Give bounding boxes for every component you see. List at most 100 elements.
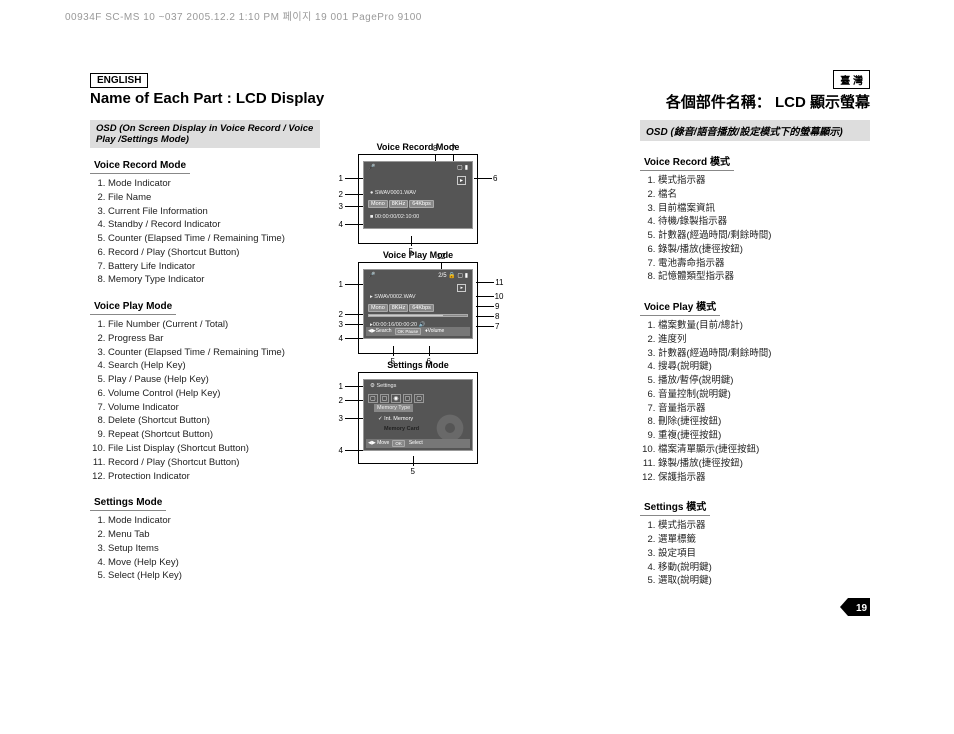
pill-khz: 8KHz bbox=[389, 200, 408, 208]
li: Progress Bar bbox=[108, 332, 320, 346]
list-st-en: Mode Indicator Menu Tab Setup Items Move… bbox=[90, 514, 320, 583]
title-zh: 各個部件名稱： LCD 顯示螢幕 bbox=[666, 91, 870, 112]
col-figures: Voice Record Mode 1 2 3 4 5 6 7 8 🎤 ▢▮ ▸ bbox=[328, 120, 508, 596]
li: 音量控制(說明鍵) bbox=[658, 388, 870, 402]
li: File List Display (Shortcut Button) bbox=[108, 442, 320, 456]
fig-label-st: Settings Mode bbox=[328, 360, 508, 370]
fig-st: 1 2 3 4 5 ⚙ Settings ▢▢◉▢▢ Memory Type ✓… bbox=[341, 372, 496, 464]
li: 選單標籤 bbox=[658, 533, 870, 547]
li: 播放/暫停(說明鍵) bbox=[658, 374, 870, 388]
li: 待機/錄製指示器 bbox=[658, 215, 870, 229]
mic-icon: 🎤 bbox=[368, 272, 375, 279]
list-vp-zh: 檔案數量(目前/總計) 進度列 計數器(經過時間/剩餘時間) 搜尋(說明鍵) 播… bbox=[640, 319, 870, 484]
col-chinese: OSD (錄音/語音播放/設定模式下的螢幕顯示) Voice Record 模式… bbox=[640, 120, 870, 596]
header-right: 臺 灣 各個部件名稱： LCD 顯示螢幕 bbox=[666, 70, 870, 112]
li: 音量指示器 bbox=[658, 402, 870, 416]
pill-mono: Mono bbox=[368, 200, 388, 208]
li: Select (Help Key) bbox=[108, 569, 320, 583]
li: 目前檔案資訊 bbox=[658, 202, 870, 216]
li: 進度列 bbox=[658, 333, 870, 347]
header-left: ENGLISH Name of Each Part : LCD Display bbox=[90, 70, 324, 107]
li: 錄製/播放(捷徑按鈕) bbox=[658, 457, 870, 471]
lock-icon: 🔒 bbox=[448, 273, 455, 279]
lang-badge-en: ENGLISH bbox=[90, 73, 148, 88]
lcd-vp: 🎤 2/5 🔒 ▢ ▮ ▸ ▸ SWAV0002.WAV Mono8KHz64K… bbox=[363, 269, 473, 339]
list-vr-en: Mode Indicator File Name Current File In… bbox=[90, 177, 320, 287]
li: Battery Life Indicator bbox=[108, 260, 320, 274]
li: File Name bbox=[108, 191, 320, 205]
print-meta-header: 00934F SC-MS 10 ~037 2005.12.2 1:10 PM 페… bbox=[65, 8, 422, 23]
columns: OSD (On Screen Display in Voice Record /… bbox=[90, 120, 870, 596]
li: Play / Pause (Help Key) bbox=[108, 373, 320, 387]
title-en: Name of Each Part : LCD Display bbox=[90, 90, 324, 107]
li: Move (Help Key) bbox=[108, 556, 320, 570]
lang-badge-zh: 臺 灣 bbox=[833, 70, 870, 89]
li: Volume Control (Help Key) bbox=[108, 387, 320, 401]
li: Mode Indicator bbox=[108, 177, 320, 191]
li: 計數器(經過時間/剩餘時間) bbox=[658, 229, 870, 243]
mode-heading-vp-en: Voice Play Mode bbox=[90, 299, 176, 315]
li: 移動(說明鍵) bbox=[658, 561, 870, 575]
play-icon: ▸ bbox=[457, 176, 466, 185]
li: Current File Information bbox=[108, 205, 320, 219]
page-content: ENGLISH Name of Each Part : LCD Display … bbox=[90, 70, 870, 596]
header-row: ENGLISH Name of Each Part : LCD Display … bbox=[90, 70, 870, 112]
li: Record / Play (Shortcut Button) bbox=[108, 456, 320, 470]
li: Delete (Shortcut Button) bbox=[108, 414, 320, 428]
mode-heading-vr-zh: Voice Record 模式 bbox=[640, 151, 734, 171]
gear-icon: ⚙ bbox=[370, 383, 375, 389]
li: 重複(捷徑按鈕) bbox=[658, 429, 870, 443]
li: Menu Tab bbox=[108, 528, 320, 542]
li: Protection Indicator bbox=[108, 470, 320, 484]
mode-heading-st-en: Settings Mode bbox=[90, 495, 166, 511]
li: Search (Help Key) bbox=[108, 359, 320, 373]
li: 檔名 bbox=[658, 188, 870, 202]
list-vr-zh: 模式指示器 檔名 目前檔案資訊 待機/錄製指示器 計數器(經過時間/剩餘時間) … bbox=[640, 174, 870, 284]
li: Record / Play (Shortcut Button) bbox=[108, 246, 320, 260]
li: 錄製/播放(捷徑按鈕) bbox=[658, 243, 870, 257]
battery-icon: ▮ bbox=[465, 164, 468, 171]
li: 設定項目 bbox=[658, 547, 870, 561]
svg-text:19: 19 bbox=[856, 603, 868, 614]
li: 保護指示器 bbox=[658, 471, 870, 485]
list-st-zh: 模式指示器 選單標籤 設定項目 移動(說明鍵) 選取(說明鍵) bbox=[640, 519, 870, 588]
li: Mode Indicator bbox=[108, 514, 320, 528]
li: Setup Items bbox=[108, 542, 320, 556]
li: 計數器(經過時間/剩餘時間) bbox=[658, 347, 870, 361]
fig-vp: 1 2 3 4 5 6 7 8 9 10 11 12 🎤 2/5 🔒 ▢ ▮ bbox=[341, 262, 496, 354]
list-vp-en: File Number (Current / Total) Progress B… bbox=[90, 318, 320, 483]
mic-icon: 🎤 bbox=[368, 164, 375, 171]
subheading-en: OSD (On Screen Display in Voice Record /… bbox=[90, 120, 320, 148]
li: File Number (Current / Total) bbox=[108, 318, 320, 332]
li: Standby / Record Indicator bbox=[108, 218, 320, 232]
fig-label-vp: Voice Play Mode bbox=[328, 250, 508, 260]
pill-kbps: 64Kbps bbox=[409, 200, 434, 208]
li: Counter (Elapsed Time / Remaining Time) bbox=[108, 232, 320, 246]
page-number: 19 bbox=[840, 598, 870, 621]
li: 電池壽命指示器 bbox=[658, 257, 870, 271]
lcd-vr: 🎤 ▢▮ ▸ ● SWAV0001.WAV Mono8KHz64Kbps ■ 0… bbox=[363, 161, 473, 229]
li: 檔案數量(目前/總計) bbox=[658, 319, 870, 333]
mode-heading-vp-zh: Voice Play 模式 bbox=[640, 296, 720, 316]
li: Memory Type Indicator bbox=[108, 273, 320, 287]
li: 搜尋(說明鍵) bbox=[658, 360, 870, 374]
fig-label-vr: Voice Record Mode bbox=[328, 142, 508, 152]
memory-icon: ▢ bbox=[457, 164, 463, 171]
li: 刪除(捷徑按鈕) bbox=[658, 415, 870, 429]
li: 檔案清單顯示(捷徑按鈕) bbox=[658, 443, 870, 457]
li: 模式指示器 bbox=[658, 519, 870, 533]
li: Counter (Elapsed Time / Remaining Time) bbox=[108, 346, 320, 360]
li: 選取(說明鍵) bbox=[658, 574, 870, 588]
mode-heading-vr-en: Voice Record Mode bbox=[90, 158, 190, 174]
play-icon: ▸ bbox=[457, 284, 466, 292]
fig-vr: 1 2 3 4 5 6 7 8 🎤 ▢▮ ▸ ● SWAV0001.WAV bbox=[341, 154, 496, 244]
li: Volume Indicator bbox=[108, 401, 320, 415]
rec-dot-icon: ● bbox=[370, 190, 373, 196]
lcd-st: ⚙ Settings ▢▢◉▢▢ Memory Type ✓ Int. Memo… bbox=[363, 379, 473, 451]
mode-heading-st-zh: Settings 模式 bbox=[640, 496, 710, 516]
col-english: OSD (On Screen Display in Voice Record /… bbox=[90, 120, 320, 596]
li: 記憶體類型指示器 bbox=[658, 270, 870, 284]
subheading-zh: OSD (錄音/語音播放/設定模式下的螢幕顯示) bbox=[640, 120, 870, 141]
li: Repeat (Shortcut Button) bbox=[108, 428, 320, 442]
li: 模式指示器 bbox=[658, 174, 870, 188]
